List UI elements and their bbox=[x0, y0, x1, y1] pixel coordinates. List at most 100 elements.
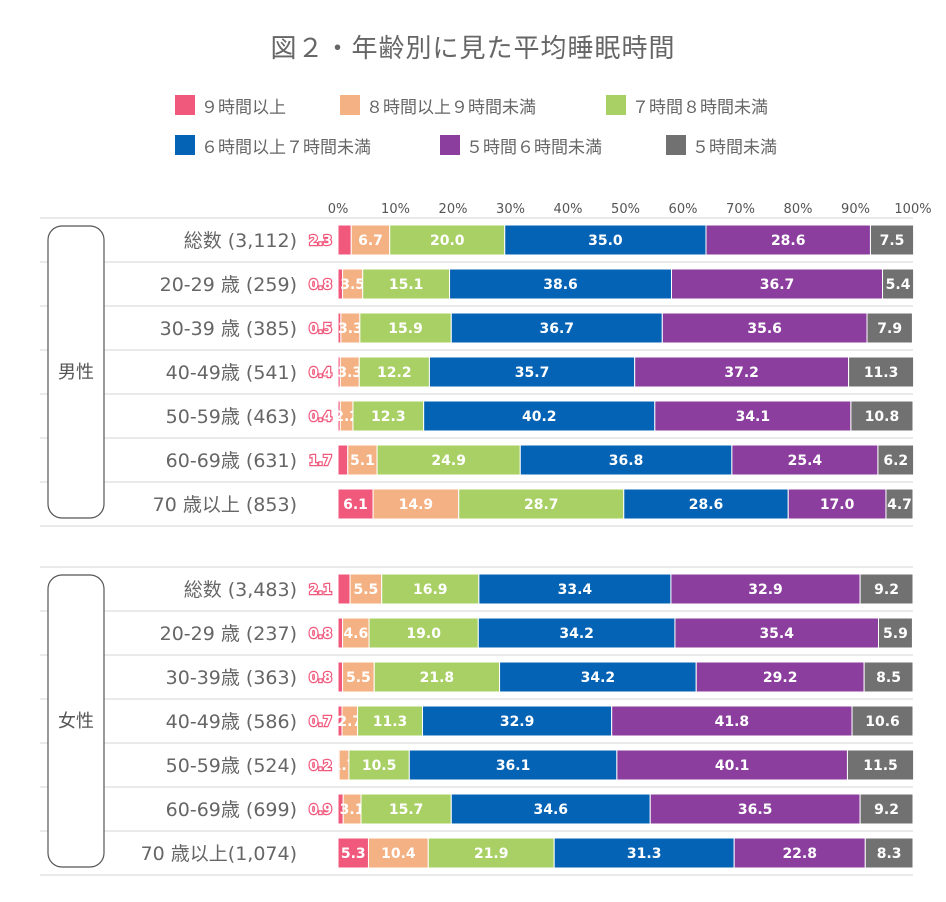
data-label: 25.4 bbox=[788, 453, 823, 469]
bar-segment bbox=[337, 617, 344, 649]
data-label: 17.0 bbox=[820, 497, 855, 513]
data-label: 24.9 bbox=[431, 453, 466, 469]
row-label: 40-49歳 (586) bbox=[166, 711, 297, 733]
data-label: 5.5 bbox=[346, 670, 371, 686]
bar-segment bbox=[337, 661, 344, 693]
row-label: 50-59歳 (524) bbox=[166, 755, 297, 777]
bar-segment bbox=[863, 661, 914, 693]
legend-swatch bbox=[666, 135, 686, 155]
data-label: 0.4 bbox=[309, 410, 332, 425]
legend-label: ５時間未満 bbox=[692, 137, 777, 158]
data-label: 19.0 bbox=[406, 626, 441, 642]
data-label: 15.1 bbox=[389, 277, 424, 293]
data-label: 38.6 bbox=[543, 277, 578, 293]
data-label: 40.1 bbox=[715, 758, 750, 774]
bar-segment bbox=[342, 661, 375, 693]
x-tick-label: 70% bbox=[726, 202, 755, 217]
data-label: 36.5 bbox=[738, 802, 773, 818]
data-label: 36.7 bbox=[760, 277, 795, 293]
data-label: 32.9 bbox=[500, 714, 535, 730]
group-bracket bbox=[47, 574, 105, 868]
data-label: 0.4 bbox=[309, 366, 332, 381]
legend-swatch bbox=[606, 95, 626, 115]
data-label: 0.2 bbox=[309, 759, 332, 774]
bar-segment bbox=[654, 400, 852, 432]
bar-segment bbox=[372, 488, 460, 520]
legend-swatch bbox=[175, 135, 195, 155]
bar-segment bbox=[859, 793, 914, 825]
chart-title: 図２・年齢別に見た平均睡眠時間 bbox=[270, 34, 676, 64]
row-label: 70 歳以上(1,074) bbox=[141, 843, 297, 865]
bar-segment bbox=[649, 793, 861, 825]
data-label: 35.0 bbox=[588, 233, 623, 249]
data-label: 34.6 bbox=[533, 802, 568, 818]
bar-segment bbox=[859, 573, 914, 605]
data-label: 6.1 bbox=[343, 497, 368, 513]
row-label: 70 歳以上 (853) bbox=[153, 494, 297, 516]
bar-segment bbox=[458, 488, 625, 520]
bar-segment bbox=[423, 400, 656, 432]
data-label: 35.7 bbox=[515, 365, 550, 381]
row-label: 総数 (3,483) bbox=[184, 579, 297, 601]
bar-segment bbox=[885, 488, 914, 520]
bar-segment bbox=[347, 444, 378, 476]
data-label: 5.4 bbox=[886, 277, 911, 293]
legend-swatch bbox=[440, 135, 460, 155]
data-label: 32.9 bbox=[748, 582, 783, 598]
data-label: 28.6 bbox=[689, 497, 724, 513]
bar-segment bbox=[360, 793, 452, 825]
data-label: 10.6 bbox=[865, 714, 900, 730]
data-label: 28.7 bbox=[524, 497, 559, 513]
data-label: 34.1 bbox=[736, 409, 771, 425]
bar-segment bbox=[846, 749, 915, 781]
bar-segment bbox=[373, 661, 501, 693]
row-label: 総数 (3,112) bbox=[184, 230, 297, 252]
data-label: 11.5 bbox=[863, 758, 898, 774]
data-label: 6.2 bbox=[883, 453, 908, 469]
bar-segment bbox=[357, 705, 424, 737]
bar-segment bbox=[367, 837, 429, 869]
bar-segment bbox=[848, 356, 915, 388]
bar-segment bbox=[337, 573, 351, 605]
x-tick-label: 20% bbox=[439, 202, 468, 217]
data-label: 4.6 bbox=[343, 626, 368, 642]
data-label: 4.7 bbox=[887, 497, 912, 513]
data-label: 10.8 bbox=[865, 409, 900, 425]
legend-item-6-7h: ６時間以上７時間未満 bbox=[175, 134, 371, 158]
data-label: 28.6 bbox=[771, 233, 806, 249]
data-label: 0.5 bbox=[309, 322, 332, 337]
data-label: 14.9 bbox=[399, 497, 434, 513]
data-label: 8.5 bbox=[876, 670, 901, 686]
data-label: 40.2 bbox=[522, 409, 557, 425]
row-label: 60-69歳 (631) bbox=[166, 450, 297, 472]
bar-segment bbox=[428, 356, 636, 388]
bar-segment bbox=[869, 224, 915, 256]
bar-segment bbox=[337, 488, 374, 520]
row-label: 40-49歳 (541) bbox=[166, 362, 297, 384]
data-label: 20.0 bbox=[430, 233, 465, 249]
legend-label: ５時間６時間未満 bbox=[466, 137, 602, 158]
bar-segment bbox=[851, 705, 914, 737]
row-label: 30-39歳 (363) bbox=[166, 667, 297, 689]
data-label: 7.9 bbox=[877, 321, 902, 337]
data-label: 21.8 bbox=[420, 670, 455, 686]
data-label: 2.1 bbox=[309, 583, 332, 598]
bar-segment bbox=[882, 268, 915, 300]
data-label: 5.5 bbox=[353, 582, 378, 598]
row-label: 50-59歳 (463) bbox=[166, 406, 297, 428]
data-label: 36.8 bbox=[609, 453, 644, 469]
data-label: 34.2 bbox=[581, 670, 616, 686]
bar-segment bbox=[450, 312, 663, 344]
data-label: 8.3 bbox=[877, 846, 902, 862]
bar-segment bbox=[787, 488, 887, 520]
data-label: 3.5 bbox=[340, 277, 365, 293]
data-label: 7.5 bbox=[880, 233, 905, 249]
data-label: 3.3 bbox=[337, 365, 362, 381]
data-label: 41.8 bbox=[715, 714, 750, 730]
row-label: 60-69歳 (699) bbox=[166, 799, 297, 821]
bar-segment bbox=[499, 661, 697, 693]
data-label: 36.1 bbox=[496, 758, 531, 774]
legend-label: ７時間８時間未満 bbox=[632, 97, 768, 118]
group-bracket bbox=[47, 225, 105, 519]
